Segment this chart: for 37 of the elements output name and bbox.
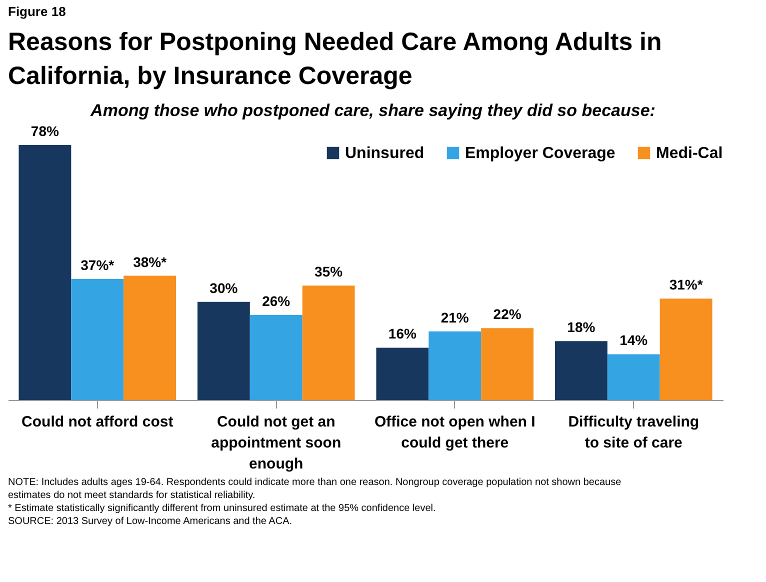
legend-label: Medi-Cal [656, 145, 723, 162]
bar [302, 286, 355, 400]
caption: Figure 18 [8, 4, 66, 19]
bar [481, 328, 534, 400]
data-label: 30% [210, 280, 238, 296]
bar [660, 298, 712, 400]
bar [197, 302, 250, 400]
legend-label: Employer Coverage [465, 145, 616, 162]
bar [71, 279, 124, 400]
bar [18, 145, 72, 400]
chart-title: Reasons for Postponing Needed Care Among Adults in California, by Insurance Coverage [8, 28, 662, 90]
x-tick-label: Could not afford cost [22, 414, 174, 430]
data-label: 18% [567, 319, 596, 336]
data-label: 21% [440, 309, 470, 326]
text: NOTE: Includes adults ages 19-64. Respondents could indicate more than one reason. Nongroup coverage population not shown because estimates do not meet standards for statistical reliability. [8, 477, 622, 501]
bar [428, 331, 482, 400]
data-label: 37%* [80, 257, 115, 274]
data-label: 78% [30, 123, 60, 139]
x-tick-label: Could not get an appointment soon enough [211, 414, 342, 472]
data-label: 38%* [133, 254, 168, 270]
x-tick-label: Office not open when I could get there [374, 414, 536, 452]
data-label: 26% [262, 293, 291, 309]
chart-subtitle: Among those who postponed care, share saying they did so because: [90, 101, 656, 120]
bar [554, 341, 608, 400]
bar [376, 348, 429, 400]
source-note: SOURCE: 2013 Survey of Low-Income Americans and the ACA. [8, 516, 292, 527]
x-tick-label: Difficulty traveling to site of care [568, 414, 700, 452]
bar [124, 276, 176, 400]
text: * Estimate statistically significantly different from uninsured estimate at the 95% confidence level. [8, 503, 436, 514]
data-label: 16% [388, 326, 417, 342]
legend-label: Uninsured [345, 145, 424, 162]
bar [250, 315, 302, 400]
data-label: 14% [620, 332, 648, 348]
data-label: 31%* [669, 276, 704, 293]
data-label: 22% [493, 306, 522, 322]
data-label: 35% [314, 264, 344, 280]
bar [607, 354, 660, 400]
